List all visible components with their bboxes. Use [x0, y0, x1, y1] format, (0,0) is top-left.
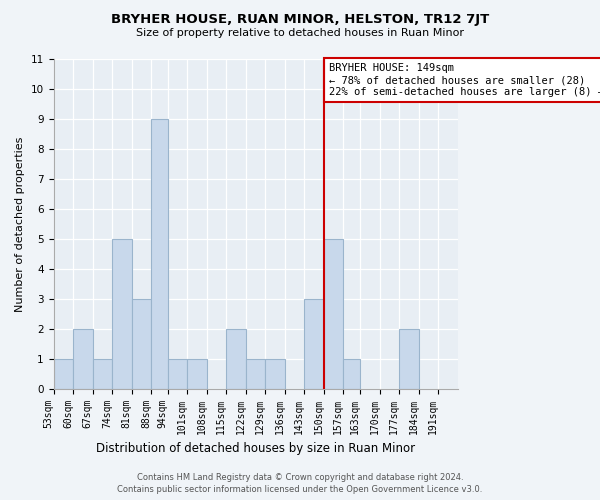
Bar — [92, 358, 112, 388]
Bar — [53, 358, 73, 388]
Text: Contains HM Land Registry data © Crown copyright and database right 2024.
Contai: Contains HM Land Registry data © Crown c… — [118, 472, 482, 494]
Bar — [343, 358, 360, 388]
Bar — [226, 329, 246, 388]
Bar — [187, 358, 207, 388]
Bar — [304, 299, 324, 388]
Bar — [112, 239, 131, 388]
Y-axis label: Number of detached properties: Number of detached properties — [15, 136, 25, 312]
Bar — [324, 239, 343, 388]
Bar — [151, 119, 168, 388]
Bar — [131, 299, 151, 388]
X-axis label: Distribution of detached houses by size in Ruan Minor: Distribution of detached houses by size … — [96, 442, 415, 455]
Bar — [73, 329, 92, 388]
Bar — [265, 358, 285, 388]
Text: BRYHER HOUSE, RUAN MINOR, HELSTON, TR12 7JT: BRYHER HOUSE, RUAN MINOR, HELSTON, TR12 … — [111, 12, 489, 26]
Text: Size of property relative to detached houses in Ruan Minor: Size of property relative to detached ho… — [136, 28, 464, 38]
Text: BRYHER HOUSE: 149sqm
← 78% of detached houses are smaller (28)
22% of semi-detac: BRYHER HOUSE: 149sqm ← 78% of detached h… — [329, 64, 600, 96]
Bar — [246, 358, 265, 388]
Bar — [168, 358, 187, 388]
Bar — [399, 329, 419, 388]
